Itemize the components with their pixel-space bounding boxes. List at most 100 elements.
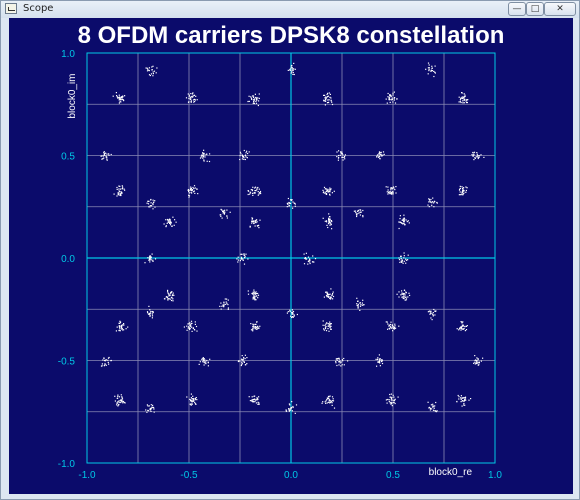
constellation-point xyxy=(327,226,329,229)
constellation-point xyxy=(117,401,119,403)
constellation-point xyxy=(286,202,288,204)
constellation-point xyxy=(330,224,332,226)
constellation-point xyxy=(105,359,107,361)
constellation-point xyxy=(401,296,403,298)
x-axis-label: block0_re xyxy=(429,467,473,478)
constellation-point xyxy=(326,402,328,404)
constellation-point xyxy=(256,189,258,191)
constellation-point xyxy=(330,188,332,190)
constellation-point xyxy=(376,154,379,156)
constellation-point xyxy=(465,191,467,193)
constellation-point xyxy=(252,326,254,328)
constellation-point xyxy=(385,98,387,100)
constellation-point xyxy=(154,206,156,208)
constellation-point xyxy=(191,192,193,194)
constellation-point xyxy=(120,400,123,402)
constellation-point xyxy=(408,292,410,294)
constellation-point xyxy=(473,153,475,155)
constellation-point xyxy=(117,395,119,397)
constellation-point xyxy=(192,95,194,97)
constellation-point xyxy=(328,190,330,193)
constellation-point xyxy=(329,220,331,222)
constellation-point xyxy=(252,398,255,401)
constellation-point xyxy=(285,409,287,411)
constellation-point xyxy=(458,396,460,398)
constellation-point xyxy=(146,404,148,406)
constellation-point xyxy=(409,294,411,296)
constellation-point xyxy=(225,303,227,305)
constellation-point xyxy=(204,154,206,156)
constellation-point xyxy=(343,357,345,360)
constellation-point xyxy=(189,403,191,405)
constellation-point xyxy=(430,312,432,314)
constellation-point xyxy=(120,99,122,101)
constellation-point xyxy=(254,299,256,301)
constellation-point xyxy=(394,102,397,104)
constellation-point xyxy=(292,316,294,318)
constellation-point xyxy=(464,94,466,96)
constellation-point xyxy=(193,94,195,96)
constellation-point xyxy=(148,405,150,407)
close-button[interactable]: ✕ xyxy=(544,2,576,16)
constellation-point xyxy=(330,298,332,300)
constellation-point xyxy=(229,211,231,213)
constellation-point xyxy=(394,189,396,191)
constellation-point xyxy=(390,399,392,401)
constellation-point xyxy=(121,188,123,190)
constellation-point xyxy=(328,401,330,403)
constellation-point xyxy=(257,292,259,295)
constellation-point xyxy=(118,325,120,327)
constellation-point xyxy=(459,185,461,187)
constellation-point xyxy=(341,156,343,158)
constellation-point xyxy=(188,191,190,193)
constellation-point xyxy=(255,299,257,301)
constellation-point xyxy=(434,72,436,74)
constellation-point xyxy=(400,256,402,258)
constellation-point xyxy=(220,308,222,310)
constellation-point xyxy=(171,294,173,296)
constellation-point xyxy=(391,192,393,194)
constellation-point xyxy=(378,361,380,363)
constellation-point xyxy=(313,261,315,263)
constellation-point xyxy=(203,155,205,157)
constellation-point xyxy=(146,70,149,72)
constellation-point xyxy=(427,67,429,69)
constellation-point xyxy=(244,155,246,157)
constellation-point xyxy=(357,307,359,309)
constellation-point xyxy=(427,73,429,75)
constellation-point xyxy=(148,259,150,261)
constellation-point xyxy=(105,152,107,154)
constellation-point xyxy=(308,259,310,261)
title-bar[interactable]: Scope — □ ✕ xyxy=(1,1,579,18)
constellation-point xyxy=(465,329,468,331)
constellation-point xyxy=(464,404,466,406)
constellation-point xyxy=(190,322,192,325)
constellation-point xyxy=(201,358,203,360)
constellation-point xyxy=(253,289,255,291)
constellation-point xyxy=(427,62,430,64)
constellation-point xyxy=(149,255,151,257)
constellation-point xyxy=(123,188,125,190)
constellation-point xyxy=(393,399,396,401)
constellation-point xyxy=(326,399,328,401)
constellation-point xyxy=(255,325,257,328)
minimize-button[interactable]: — xyxy=(508,2,526,16)
constellation-point xyxy=(461,92,463,94)
constellation-point xyxy=(256,99,258,101)
constellation-point xyxy=(290,315,292,317)
constellation-point xyxy=(122,96,124,98)
maximize-button[interactable]: □ xyxy=(526,2,544,16)
constellation-point xyxy=(220,208,222,210)
constellation-point xyxy=(294,412,296,414)
constellation-point xyxy=(249,191,251,193)
constellation-point xyxy=(252,291,254,293)
y-axis-label: block0_im xyxy=(67,73,78,118)
constellation-point xyxy=(460,101,462,104)
constellation-point xyxy=(477,358,479,360)
constellation-point xyxy=(156,67,158,69)
constellation-point xyxy=(462,102,464,104)
constellation-point xyxy=(328,216,331,218)
constellation-point xyxy=(389,99,391,101)
constellation-point xyxy=(337,358,339,360)
constellation-point xyxy=(247,152,249,155)
